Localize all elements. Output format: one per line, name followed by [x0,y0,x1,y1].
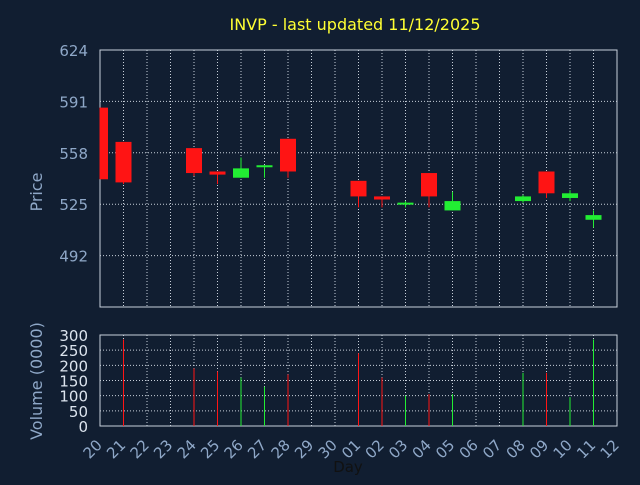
candle-body-02 [374,196,390,200]
volume-tick-label: 150 [59,373,88,391]
candle-body-25 [209,171,226,175]
price-panel: 492 525 558 591 624 [59,42,618,308]
volume-tick-label: 50 [69,403,88,421]
candle-body-04 [421,173,437,197]
volume-tick-label: 300 [59,327,88,345]
price-tick-label: 591 [59,93,88,111]
price-axis-label: Price [27,172,46,211]
candle-body-28 [280,138,296,172]
x-axis-label: Day [333,458,363,476]
chart-title: INVP - last updated 11/12/2025 [229,15,480,34]
volume-tick-label: 200 [59,357,88,375]
volume-tick-label: 0 [78,418,88,436]
volume-tick-label: 250 [59,342,88,360]
candle-body-27 [256,165,273,168]
candle-body-03 [397,202,414,205]
candle-body-21 [115,141,132,183]
candle-body-24 [186,148,202,174]
volume-axis-label: Volume (0000) [27,322,46,440]
candle-body-11 [585,215,602,220]
candle-body-10 [562,193,578,198]
candle-body-08 [515,196,531,202]
candle-body-01 [350,180,367,197]
price-tick-label: 558 [59,145,88,163]
price-tick-label: 525 [59,196,88,214]
candle-body-20 [100,107,108,180]
price-tick-label: 492 [59,248,88,266]
candle-body-09 [538,171,555,194]
volume-tick-label: 100 [59,388,88,406]
price-tick-label: 624 [59,42,88,60]
candle-body-26 [233,168,249,178]
candle-body-05 [444,201,461,211]
